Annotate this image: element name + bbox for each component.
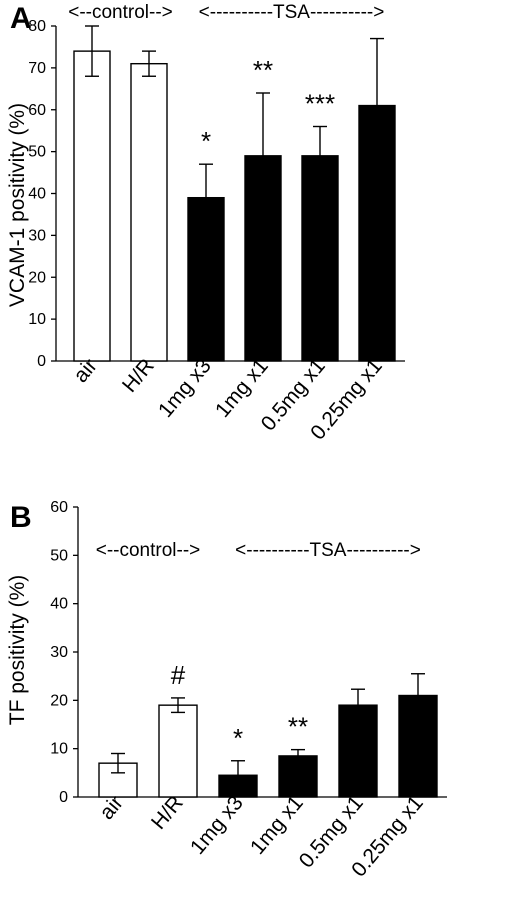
panel-b-y-tick-label: 20 (50, 692, 68, 709)
panel-a-bar (187, 196, 225, 362)
panel-b-y-tick-label: 30 (50, 644, 68, 661)
panel-a-y-tick-label: 10 (28, 311, 46, 328)
panel-a-y-tick-label: 40 (28, 186, 46, 203)
panel-b-bar (158, 704, 198, 798)
panel-a-significance-marker: *** (305, 89, 335, 119)
panel-a-y-axis-label: VCAM-1 positivity (%) (6, 103, 29, 307)
panel-a-y-tick-label: 70 (28, 60, 46, 77)
panel-a-y-tick-label: 0 (37, 353, 46, 370)
panel-b-bar (338, 704, 378, 798)
panel-b-significance-marker: * (233, 723, 243, 753)
panel-a-y-tick-label: 60 (28, 102, 46, 119)
panel-b-bar (218, 774, 258, 798)
panel-a-bar (244, 155, 282, 362)
panel-b-significance-marker: # (171, 660, 186, 690)
panel-a-y-tick-label: 30 (28, 227, 46, 244)
panel-a-bar (301, 155, 339, 362)
panel-a-y-tick-label: 50 (28, 144, 46, 161)
panel-a-x-tick-label: 1mg x3 (154, 354, 216, 422)
panel-a-significance-marker: * (201, 126, 211, 156)
panel-a-y-tick-label: 80 (28, 18, 46, 35)
panel-b-bar (398, 694, 438, 798)
panel-a: A VCAM-1 positivity (%) 0 10 20 30 40 50 60 70 8… (6, 2, 405, 444)
panel-b-group-label: <----------TSA----------> (235, 540, 421, 561)
panel-b-group-label: <--control--> (96, 540, 201, 561)
panel-b-y-tick-label: 0 (59, 789, 68, 806)
panel-a-group-label: <--control--> (68, 2, 173, 23)
panel-b-significance-marker: ** (288, 712, 308, 742)
panel-b-bar (278, 755, 318, 798)
panel-b-y-tick-label: 40 (50, 596, 68, 613)
panel-b-y-tick-label: 10 (50, 741, 68, 758)
panel-a-bar (358, 104, 396, 362)
panel-a-y-tick-label: 20 (28, 269, 46, 286)
panel-b-letter: B (10, 501, 32, 534)
panel-a-letter: A (10, 2, 32, 35)
panel-b-y-axis-label: TF positivity (%) (6, 575, 29, 726)
panel-a-bar (130, 62, 168, 362)
panel-a-group-label: <----------TSA----------> (199, 2, 385, 23)
panel-a-significance-marker: ** (253, 55, 273, 85)
panel-b-x-tick-label: 1mg x1 (246, 791, 308, 859)
panel-a-bar (73, 50, 111, 362)
panel-b-y-tick-label: 50 (50, 547, 68, 564)
panel-b-y-tick-label: 60 (50, 499, 68, 516)
panel-b-x-tick-label: 1mg x3 (186, 791, 248, 859)
panel-b-x-tick-label: H/R (147, 791, 188, 833)
panel-b: B TF positivity (%) 0102030405060air#H/R… (6, 499, 447, 881)
